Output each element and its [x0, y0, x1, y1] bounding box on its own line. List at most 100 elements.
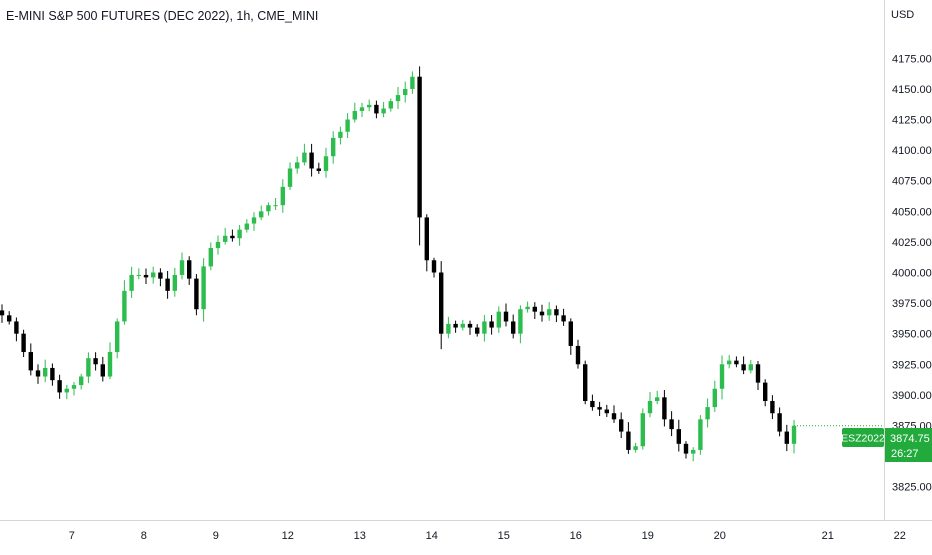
time-tick-label: 7 — [69, 530, 75, 542]
candle — [323, 147, 329, 178]
candle — [107, 342, 113, 380]
candle — [388, 98, 393, 112]
last-price-value: 3874.75 — [890, 433, 930, 445]
candle — [100, 356, 105, 382]
candle — [28, 343, 33, 376]
candle-body — [230, 235, 235, 239]
candle — [309, 143, 314, 177]
candle — [280, 179, 285, 213]
candle — [633, 442, 638, 453]
candle-body — [345, 119, 350, 132]
candle-body — [475, 327, 480, 334]
candle-body — [64, 388, 69, 393]
candle-body — [511, 321, 516, 334]
candle — [50, 363, 55, 386]
candle — [57, 374, 62, 399]
candle — [467, 320, 473, 335]
candle-body — [136, 274, 141, 276]
candle — [35, 364, 41, 384]
candle-body — [93, 358, 98, 365]
candle — [194, 274, 199, 316]
candle-body — [86, 358, 91, 377]
candle — [187, 256, 192, 285]
candle-body — [244, 223, 249, 230]
candle-body — [496, 311, 501, 328]
time-axis[interactable]: 7 8 9 12 13 14 15 16 19 20 21 22 — [69, 530, 906, 542]
candle — [237, 225, 242, 246]
candle — [489, 315, 494, 335]
candle — [575, 339, 581, 369]
price-tick-label: 3825.00 — [892, 482, 932, 494]
candle-body — [259, 211, 264, 218]
candle-body — [143, 274, 149, 278]
candle — [503, 303, 509, 327]
candle — [179, 252, 185, 280]
candle — [554, 305, 559, 323]
candle — [770, 395, 775, 420]
candle-body — [35, 370, 41, 377]
candle — [604, 404, 609, 418]
symbol-badge-text: ESZ2022 — [841, 433, 885, 445]
candle — [626, 422, 631, 454]
time-tick-label: 13 — [354, 530, 366, 542]
candle-body — [129, 274, 134, 291]
candle — [172, 267, 177, 297]
candle — [583, 360, 588, 405]
candle-body — [115, 321, 120, 353]
candle-body — [431, 260, 437, 273]
candle-body — [655, 397, 660, 401]
price-tick-label: 3950.00 — [892, 329, 932, 341]
candle — [568, 318, 573, 355]
candle — [439, 261, 444, 350]
candle — [7, 311, 12, 325]
candle-body — [460, 323, 465, 328]
candle — [230, 229, 235, 242]
price-tick-label: 4025.00 — [892, 237, 932, 249]
candle-body — [266, 205, 271, 212]
candle-body — [619, 419, 624, 432]
candle-body — [273, 205, 278, 207]
candle-body — [662, 397, 667, 420]
candle — [352, 102, 357, 123]
candle-body — [583, 364, 588, 401]
last-price-marker: ESZ2022 3874.75 26:27 — [841, 428, 932, 462]
candle — [302, 143, 307, 166]
candle-body — [525, 306, 530, 310]
candle-body — [554, 309, 559, 316]
candle-body — [770, 400, 775, 414]
candle-body — [215, 241, 221, 249]
candle — [611, 405, 617, 423]
candle — [93, 352, 98, 371]
candle — [71, 381, 77, 396]
time-tick-label: 12 — [282, 530, 294, 542]
candle-body — [79, 376, 84, 386]
candle — [0, 304, 5, 323]
candle-body — [331, 137, 336, 157]
candle-body — [359, 107, 365, 111]
candle-body — [21, 333, 26, 353]
candle — [662, 390, 667, 427]
candle-body — [107, 352, 113, 377]
candle — [136, 268, 141, 280]
candle — [748, 360, 753, 374]
candle-body — [489, 321, 494, 328]
candle-body — [251, 217, 257, 224]
time-tick-label: 16 — [570, 530, 582, 542]
time-tick-label: 14 — [426, 530, 438, 542]
candle-body — [237, 229, 242, 239]
candle-body — [539, 311, 545, 316]
candle-body — [741, 364, 746, 371]
candle-body — [100, 364, 105, 377]
candle — [453, 320, 458, 333]
candle — [763, 379, 768, 407]
candle-body — [43, 367, 48, 377]
candle — [741, 356, 746, 375]
price-axis[interactable]: 4175.00 4150.00 4125.00 4100.00 4075.00 4050.… — [892, 53, 932, 493]
candle — [158, 268, 163, 287]
candle — [287, 162, 293, 191]
candle — [367, 99, 372, 112]
price-tick-label: 4050.00 — [892, 206, 932, 218]
candle — [734, 356, 739, 368]
